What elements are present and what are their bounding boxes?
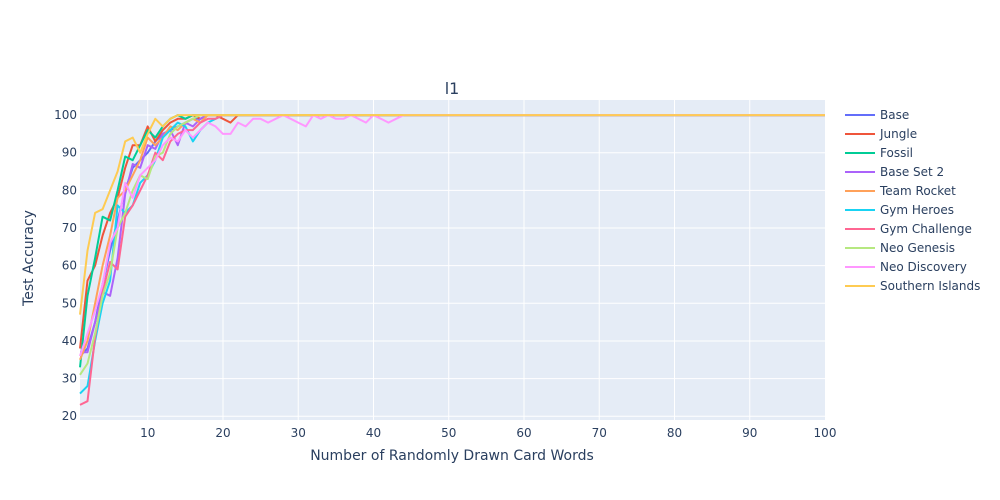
legend-label: Gym Challenge bbox=[880, 222, 972, 236]
y-tick-label: 90 bbox=[62, 146, 77, 160]
y-axis-ticks: 20 30 40 50 60 70 80 90 100 bbox=[54, 108, 77, 423]
series-line-gym-challenge bbox=[79, 114, 825, 406]
y-tick-label: 50 bbox=[62, 296, 77, 310]
y-tick-label: 20 bbox=[62, 409, 77, 423]
legend-item-team-rocket[interactable]: Team Rocket bbox=[845, 184, 956, 198]
legend-label: Team Rocket bbox=[879, 184, 956, 198]
y-tick-label: 100 bbox=[54, 108, 77, 122]
x-tick-label: 80 bbox=[667, 426, 682, 440]
series-line-jungle bbox=[79, 114, 825, 349]
x-axis-ticks: 10 20 30 40 50 60 70 80 90 100 bbox=[140, 426, 836, 440]
legend-label: Fossil bbox=[880, 146, 913, 160]
x-tick-label: 30 bbox=[291, 426, 306, 440]
series-lines bbox=[79, 114, 825, 406]
x-tick-label: 100 bbox=[814, 426, 837, 440]
y-tick-label: 40 bbox=[62, 334, 77, 348]
chart-title: l1 bbox=[445, 79, 460, 98]
legend-item-jungle[interactable]: Jungle bbox=[845, 127, 917, 141]
legend-label: Neo Genesis bbox=[880, 241, 955, 255]
legend-label: Jungle bbox=[879, 127, 917, 141]
x-tick-label: 50 bbox=[441, 426, 456, 440]
legend-label: Base Set 2 bbox=[880, 165, 944, 179]
y-tick-label: 30 bbox=[62, 372, 77, 386]
y-axis-title: Test Accuracy bbox=[21, 210, 37, 307]
plot-area bbox=[80, 100, 825, 420]
x-tick-label: 70 bbox=[592, 426, 607, 440]
legend-item-gym-heroes[interactable]: Gym Heroes bbox=[845, 203, 954, 217]
x-tick-label: 60 bbox=[516, 426, 531, 440]
series-line-neo-discovery bbox=[79, 114, 825, 357]
gridlines bbox=[80, 100, 825, 420]
x-tick-label: 10 bbox=[140, 426, 155, 440]
legend-label: Southern Islands bbox=[880, 279, 980, 293]
legend-item-base[interactable]: Base bbox=[845, 108, 909, 122]
series-line-gym-heroes bbox=[79, 114, 825, 395]
y-tick-label: 60 bbox=[62, 259, 77, 273]
series-line-neo-genesis bbox=[79, 114, 825, 376]
legend-label: Gym Heroes bbox=[880, 203, 954, 217]
x-tick-label: 90 bbox=[742, 426, 757, 440]
x-tick-label: 40 bbox=[366, 426, 381, 440]
legend-item-neo-genesis[interactable]: Neo Genesis bbox=[845, 241, 955, 255]
x-tick-label: 20 bbox=[215, 426, 230, 440]
legend-item-southern-islands[interactable]: Southern Islands bbox=[845, 279, 980, 293]
legend-label: Base bbox=[880, 108, 909, 122]
x-axis-title: Number of Randomly Drawn Card Words bbox=[310, 448, 594, 464]
y-tick-label: 70 bbox=[62, 221, 77, 235]
legend-item-gym-challenge[interactable]: Gym Challenge bbox=[845, 222, 972, 236]
series-line-southern-islands bbox=[79, 114, 825, 315]
legend-label: Neo Discovery bbox=[880, 260, 967, 274]
y-tick-label: 80 bbox=[62, 183, 77, 197]
legend-item-fossil[interactable]: Fossil bbox=[845, 146, 913, 160]
legend[interactable]: Base Jungle Fossil Base Set 2 Team Rocket Gym… bbox=[845, 108, 980, 293]
legend-item-neo-discovery[interactable]: Neo Discovery bbox=[845, 260, 967, 274]
legend-item-base-set-2[interactable]: Base Set 2 bbox=[845, 165, 944, 179]
